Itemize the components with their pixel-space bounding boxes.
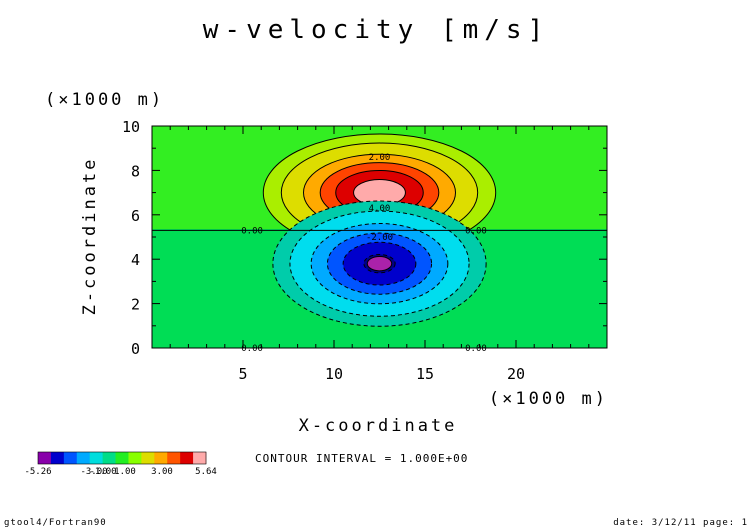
negative-contour-band [366, 255, 393, 272]
y-tick-label: 10 [122, 118, 140, 136]
chart-title: w-velocity [m/s] [203, 15, 549, 45]
colorbar-tick-label: 5.64 [195, 467, 217, 477]
colorbar-tick-label: -3.00 [80, 467, 107, 477]
contour-label: 0.00 [465, 226, 487, 236]
colorbar-segment [115, 452, 129, 464]
y-tick-label: 0 [131, 340, 140, 358]
x-tick-label: 5 [238, 365, 247, 383]
contour-labels: 2.00 4.00 0.00 0.00 -2.00 0.00 0.00 [241, 153, 487, 354]
contour-interval: CONTOUR INTERVAL = 1.000E+00 [255, 452, 468, 465]
colorbar-segment [193, 452, 207, 464]
y-tick-label: 2 [131, 296, 140, 314]
colorbar-segment [63, 452, 78, 464]
x-tick-label: 20 [507, 365, 525, 383]
y-axis-label: Z-coordinate [80, 157, 100, 316]
footer-right: date: 3/12/11 page: 1 [613, 518, 748, 528]
colorbar-segment [50, 452, 65, 464]
colorbar-segment [89, 452, 104, 464]
colorbar-segment [180, 452, 194, 464]
x-scale-label: (×1000 m) [489, 389, 608, 409]
x-tick-label: 15 [416, 365, 434, 383]
footer-left: gtool4/Fortran90 [4, 518, 107, 528]
contour-label: -2.00 [366, 233, 393, 243]
y-scale-label: (×1000 m) [45, 90, 164, 110]
colorbar-tick-label: 3.00 [151, 467, 173, 477]
colorbar-segment [128, 452, 142, 464]
y-tick-label: 8 [131, 162, 140, 180]
colorbar-tick-label: -5.26 [24, 467, 51, 477]
colorbar-segment [154, 452, 168, 464]
contour-layer [152, 133, 607, 327]
colorbar-segment [167, 452, 181, 464]
contour-label: 2.00 [369, 153, 391, 163]
colorbar-segment [141, 452, 155, 464]
contour-label: 4.00 [369, 204, 391, 214]
colorbar-tick-label: -1.00 [89, 467, 116, 477]
colorbar-tick-label: 1.00 [114, 467, 136, 477]
axis-ticks: 5 10 15 20 0 2 4 6 8 10 [122, 118, 607, 383]
y-tick-label: 4 [131, 251, 140, 269]
colorbar-frame [37, 451, 207, 465]
colorbar [37, 451, 207, 465]
x-tick-label: 10 [325, 365, 343, 383]
colorbar-segment [76, 452, 91, 464]
contour-label: 0.00 [241, 344, 263, 354]
plot-area: 5 10 15 20 0 2 4 6 8 10 2.00 4.00 0.00 0.00 -2.00 0.00… [122, 118, 608, 383]
colorbar-labels: -5.26 -3.00-1.001.00 3.00 5.64 [24, 467, 216, 477]
y-tick-label: 6 [131, 207, 140, 225]
colorbar-segment [102, 452, 117, 464]
x-axis-label: X-coordinate [299, 416, 458, 436]
contour-label: 0.00 [465, 344, 487, 354]
contour-label: 0.00 [241, 226, 263, 236]
colorbar-segment [38, 452, 52, 464]
